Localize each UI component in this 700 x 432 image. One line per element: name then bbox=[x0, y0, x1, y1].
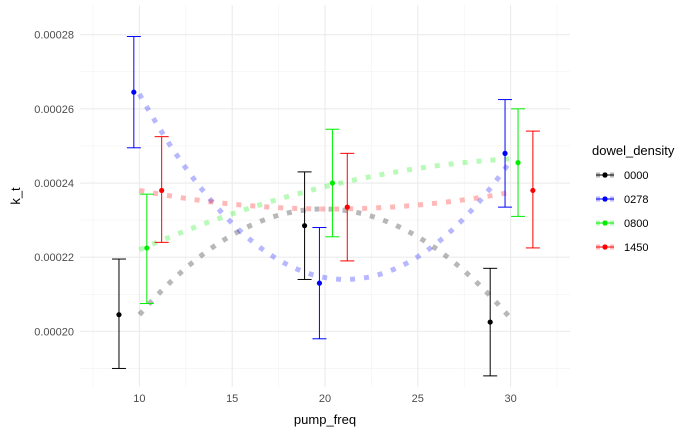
legend: dowel_density 0000 0278 0800 1450 bbox=[592, 143, 675, 254]
legend-key-point-0000 bbox=[602, 172, 608, 178]
x-tick-label: 25 bbox=[412, 393, 424, 405]
fit-line-0278 bbox=[137, 92, 513, 282]
point-1450 bbox=[530, 187, 536, 194]
legend-label-0800: 0800 bbox=[624, 218, 648, 230]
point-0278 bbox=[316, 280, 323, 286]
legend-key-point-0278 bbox=[602, 196, 608, 202]
point-0278 bbox=[131, 89, 137, 95]
fit-line-1450 bbox=[138, 187, 512, 212]
point-1450 bbox=[159, 187, 165, 194]
fit-line-0000 bbox=[137, 206, 513, 321]
y-axis-title: k_t bbox=[8, 187, 23, 205]
y-tick-label: 0.00020 bbox=[34, 326, 74, 338]
y-tick-label: 0.00026 bbox=[34, 104, 74, 116]
legend-label-0000: 0000 bbox=[624, 170, 648, 182]
x-axis-title: pump_freq bbox=[294, 412, 356, 427]
x-tick-label: 10 bbox=[133, 393, 145, 405]
legend-label-1450: 1450 bbox=[624, 242, 648, 254]
point-0278 bbox=[502, 150, 508, 156]
point-0000 bbox=[487, 319, 493, 325]
point-1450 bbox=[344, 204, 350, 210]
x-tick-label: 20 bbox=[319, 393, 331, 405]
legend-label-0278: 0278 bbox=[624, 194, 648, 206]
error-bars bbox=[111, 36, 540, 377]
x-tick-label: 30 bbox=[504, 393, 516, 405]
legend-key-point-1450 bbox=[602, 244, 608, 250]
y-tick-label: 0.00024 bbox=[34, 178, 74, 190]
tick-labels: 10 15 20 25 30 0.00020 0.00022 0.00024 0.00026 0.… bbox=[34, 30, 516, 405]
y-tick-label: 0.00022 bbox=[34, 252, 74, 264]
x-tick-label: 15 bbox=[226, 393, 238, 405]
y-tick-label: 0.00028 bbox=[34, 30, 74, 42]
point-0800 bbox=[329, 180, 336, 186]
legend-title: dowel_density bbox=[592, 143, 675, 158]
point-0800 bbox=[515, 160, 521, 166]
grid bbox=[80, 5, 570, 387]
legend-key-point-0800 bbox=[602, 220, 608, 226]
point-0000 bbox=[116, 312, 122, 318]
point-0800 bbox=[144, 245, 150, 251]
fit-lines bbox=[137, 92, 513, 321]
fit-line-0800 bbox=[138, 156, 511, 253]
data-points bbox=[116, 89, 536, 325]
point-0000 bbox=[301, 223, 308, 229]
